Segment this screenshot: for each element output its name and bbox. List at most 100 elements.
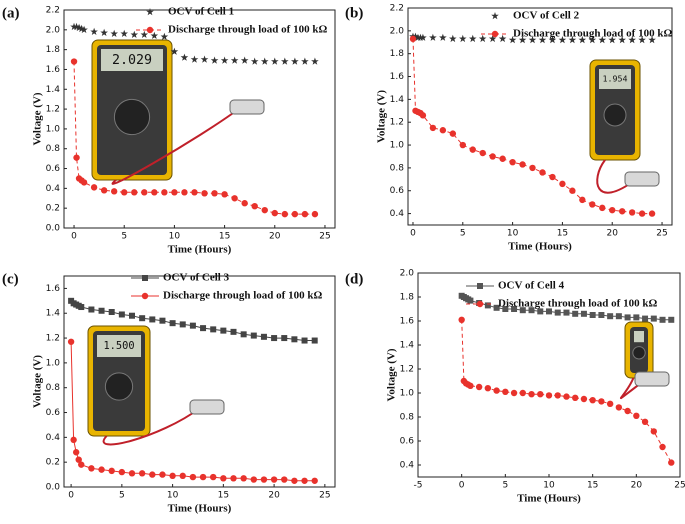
circle-marker (220, 475, 227, 482)
star-marker (528, 36, 537, 44)
x-tick-label: 5 (119, 491, 125, 501)
panel-label: (b) (345, 5, 363, 21)
legend-label: Discharge through load of 100 kΩ (498, 298, 657, 310)
y-tick-label: 0.8 (46, 383, 61, 393)
circle-marker (291, 210, 299, 218)
x-tick-label: 10 (169, 232, 181, 242)
circle-marker (475, 383, 483, 391)
circle-marker (128, 470, 136, 477)
star-marker (240, 56, 249, 64)
square-marker (484, 302, 491, 309)
panel: (b) 0 5 10 15 20 25 0.4 0.6 0.8 1.0 1.2 1.4 1.6 1.8 2.0… (345, 4, 673, 253)
star-marker (301, 57, 309, 65)
square-marker (260, 333, 267, 340)
x-tick-label: -5 (414, 481, 423, 491)
star-marker (568, 36, 577, 44)
circle-marker (599, 204, 606, 212)
y-tick-label: 1.4 (390, 95, 405, 105)
y-tick-label: 1.0 (400, 389, 415, 399)
circle-marker (75, 456, 82, 463)
multimeter-dial (632, 346, 646, 360)
circle-marker (633, 412, 640, 419)
multimeter-dial (603, 103, 627, 127)
circle-marker (291, 477, 298, 484)
y-tick-label: 0.4 (46, 184, 61, 194)
circle-marker (499, 155, 506, 162)
square-marker (169, 320, 176, 327)
star-marker (80, 25, 88, 34)
y-tick-label: 1.4 (400, 341, 415, 351)
square-marker (554, 309, 561, 316)
square-marker (519, 307, 526, 314)
star-marker (648, 36, 656, 44)
probe-leads (111, 107, 241, 185)
x-tick-label: 15 (587, 481, 598, 491)
square-marker (572, 310, 579, 317)
circle-marker (211, 190, 218, 197)
star-marker (220, 56, 229, 64)
star-marker (90, 27, 98, 35)
square-marker (220, 327, 227, 334)
circle-marker (539, 169, 546, 176)
y-tick-label: 2.0 (390, 26, 405, 36)
y-tick-label: 1.6 (400, 317, 415, 327)
panel: (c) 0 5 10 15 20 25 0.0 0.2 0.4 0.6 0.8 1.0 1.2 1.4 1.6… (2, 271, 336, 515)
multimeter-screen (599, 69, 631, 89)
x-axis-label: Time (Hours) (517, 493, 581, 505)
x-tick-label: 25 (674, 481, 685, 491)
circle-marker (261, 206, 268, 214)
square-marker (580, 310, 587, 317)
star-marker (419, 33, 427, 41)
series-line (461, 295, 672, 321)
circle-marker (580, 395, 588, 403)
star-marker (110, 29, 118, 37)
star-marker (160, 32, 169, 40)
square-marker (546, 308, 552, 315)
circle-marker (161, 189, 168, 196)
x-tick-label: 25 (656, 229, 667, 239)
x-tick-label: 10 (167, 491, 179, 501)
star-marker (628, 36, 636, 44)
x-axis-label: Time (Hours) (168, 244, 232, 256)
star-marker (180, 53, 189, 61)
circle-marker (67, 338, 75, 345)
circle-marker (159, 471, 166, 478)
square-marker (598, 312, 605, 318)
y-tick-label: 1.8 (390, 49, 405, 59)
circle-marker (138, 470, 146, 477)
circle-marker (151, 189, 158, 196)
circle-marker (489, 153, 496, 160)
y-tick-label: 1.4 (46, 85, 61, 95)
circle-marker (311, 477, 318, 484)
y-tick-label: 0.4 (46, 433, 61, 443)
y-tick-label: 1.6 (46, 65, 61, 75)
star-marker (498, 34, 507, 43)
circle-marker (510, 389, 518, 397)
star-marker (200, 55, 209, 63)
circle-marker (189, 473, 197, 481)
legend-label: OCV of Cell 1 (168, 6, 234, 18)
x-axis-label: Time (Hours) (168, 503, 232, 515)
circle-marker (199, 473, 207, 481)
circle-marker (628, 209, 636, 216)
cell-holder (624, 171, 660, 187)
x-tick-label: 15 (218, 491, 229, 501)
circle-marker (70, 58, 78, 65)
star-marker (75, 23, 83, 32)
star-marker (449, 34, 457, 43)
circle-marker (572, 394, 579, 401)
multimeter-screen (97, 335, 141, 357)
y-axis-label: Voltage (V) (32, 355, 44, 408)
circle-marker (409, 35, 417, 43)
circle-marker (149, 471, 156, 478)
star-marker (250, 57, 259, 65)
multimeter-reading: 2.029 (112, 53, 152, 68)
y-tick-label: 1.8 (46, 45, 61, 55)
circle-marker (171, 189, 178, 196)
circle-marker (260, 476, 268, 483)
star-marker (170, 47, 179, 55)
circle-marker (469, 146, 476, 153)
circle-marker (80, 179, 88, 186)
circle-marker (419, 112, 427, 119)
